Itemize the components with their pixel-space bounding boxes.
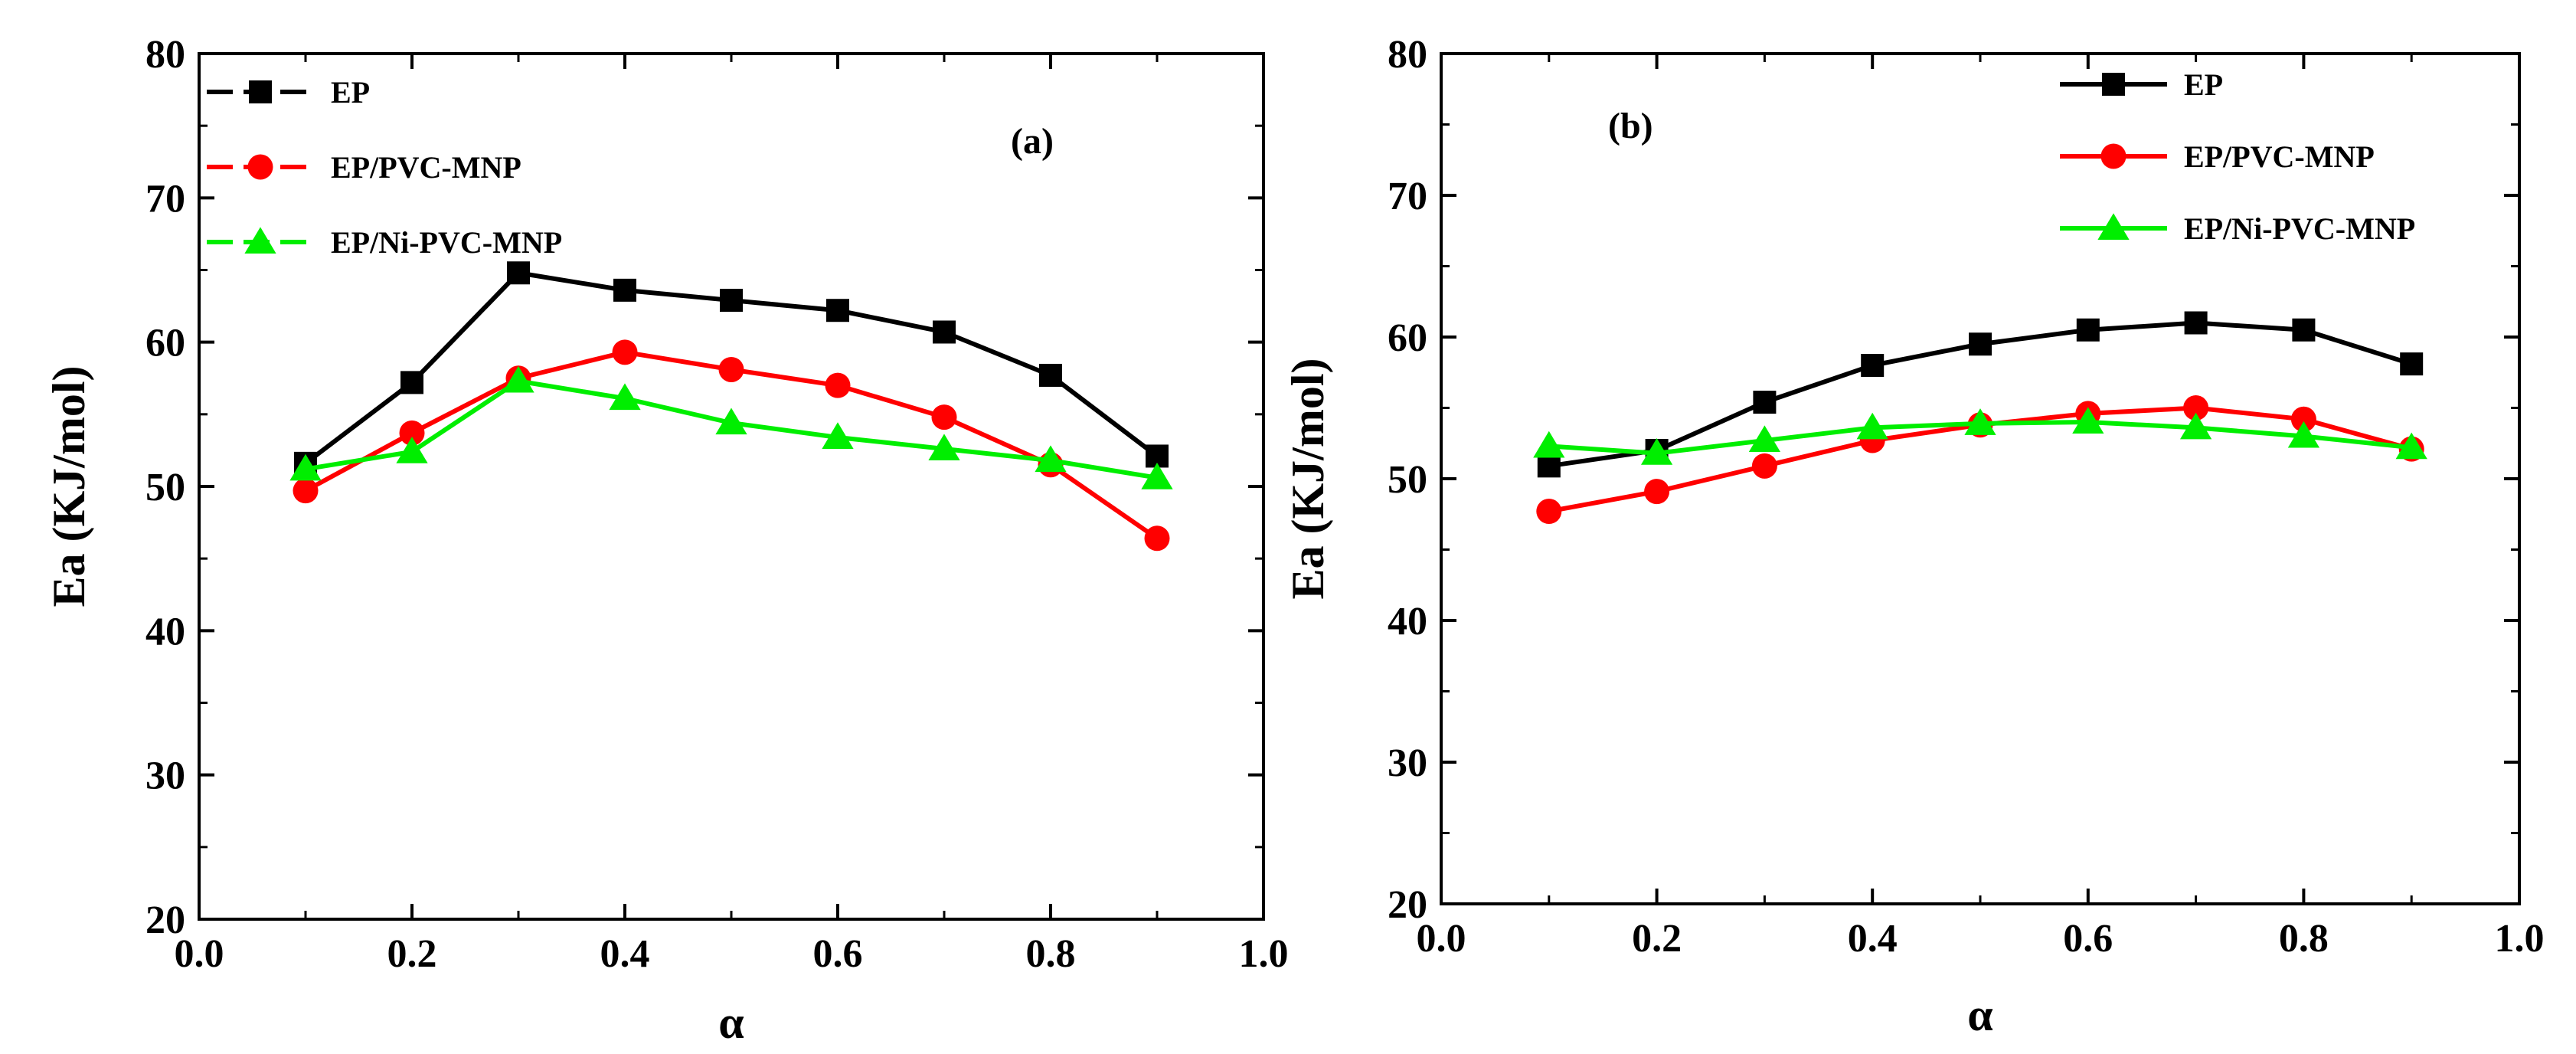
data-point	[1144, 525, 1170, 552]
data-point	[2290, 406, 2316, 432]
x-tick-label: 0.8	[2279, 917, 2329, 961]
data-point	[715, 408, 747, 435]
data-point	[1856, 412, 1888, 440]
y-tick-label: 70	[145, 177, 185, 221]
x-axis-title: α	[718, 997, 744, 1048]
data-point	[1640, 438, 1673, 465]
data-point	[1861, 354, 1885, 377]
data-point	[1753, 391, 1777, 414]
data-point	[613, 278, 636, 302]
y-tick-label: 50	[1388, 458, 1427, 502]
data-point	[1039, 363, 1062, 387]
data-point	[928, 434, 960, 461]
panel-label: (a)	[1011, 121, 1054, 162]
data-point	[612, 339, 638, 365]
y-tick-label: 20	[145, 899, 185, 942]
data-point	[718, 356, 744, 382]
chart-panel-1: 0.0 0.2 0.4 0.6 0.8 1.0 20 30 40 50 60 70 80 α Ea (KJ/…	[44, 33, 1289, 1048]
x-tick-label: 0.8	[1026, 932, 1076, 976]
data-point	[293, 478, 319, 504]
y-tick-label: 40	[145, 610, 185, 653]
data-point	[1969, 332, 1992, 356]
data-point	[1748, 425, 1781, 453]
data-point	[289, 453, 322, 481]
x-tick-label: 0.2	[1632, 917, 1682, 961]
x-tick-label: 0.4	[1848, 917, 1898, 961]
series-ep	[1537, 311, 2424, 478]
panel-label: (b)	[1608, 106, 1653, 146]
data-point	[1536, 499, 1562, 525]
legend: EP EP/PVC-MNP EP/Ni-PVC-MNP	[207, 75, 562, 260]
x-tick-label: 0.2	[387, 932, 437, 976]
y-tick-label: 30	[145, 754, 185, 798]
x-axis-title: α	[1967, 990, 1993, 1040]
series-ep-ni-pvc-mnp	[1533, 407, 2427, 465]
legend-label: EP	[2184, 67, 2223, 102]
legend-marker	[244, 227, 276, 254]
data-point	[822, 422, 854, 449]
y-tick-label: 40	[1388, 600, 1427, 643]
x-tick-label: 0.4	[600, 932, 650, 976]
data-point	[1751, 453, 1777, 479]
data-point	[1533, 430, 1565, 458]
legend: EP EP/PVC-MNP EP/Ni-PVC-MNP	[2060, 67, 2415, 246]
y-tick-label: 60	[145, 322, 185, 365]
data-point	[1035, 445, 1067, 473]
legend-label: EP	[331, 75, 370, 110]
x-tick-label: 0.0	[1417, 917, 1466, 961]
legend-label: EP/Ni-PVC-MNP	[2184, 211, 2415, 246]
data-point	[1644, 479, 1670, 505]
data-point	[933, 320, 956, 344]
data-point	[609, 383, 641, 411]
data-point	[826, 299, 849, 322]
data-point	[400, 371, 423, 394]
legend-marker	[2102, 73, 2125, 96]
legend-marker	[2097, 213, 2130, 240]
series-ep-ni-pvc-mnp	[289, 365, 1173, 489]
plot-frame	[1440, 52, 2521, 905]
y-axis-title: Ea (KJ/mol)	[1283, 358, 1333, 600]
y-axis-title: Ea (KJ/mol)	[44, 366, 94, 607]
y-tick-label: 20	[1388, 883, 1427, 927]
legend-marker	[247, 154, 273, 180]
data-point	[1964, 408, 1996, 435]
data-point	[2184, 311, 2208, 335]
y-tick-label: 80	[1388, 33, 1427, 77]
data-point	[825, 372, 851, 398]
x-tick-label: 0.0	[175, 932, 224, 976]
data-point	[1141, 463, 1173, 489]
chart-panel-2: 0.0 0.2 0.4 0.6 0.8 1.0 20 30 40 50 60 70 80 α Ea (KJ/…	[1283, 33, 2545, 1040]
data-point	[502, 365, 534, 393]
series-ep	[294, 261, 1169, 475]
y-tick-label: 50	[145, 466, 185, 509]
data-point	[396, 437, 428, 463]
data-point	[931, 404, 957, 430]
x-tick-label: 0.6	[813, 932, 863, 976]
legend-label: EP/PVC-MNP	[2184, 139, 2375, 174]
y-tick-label: 80	[145, 33, 185, 77]
y-tick-label: 70	[1388, 175, 1427, 218]
data-point	[2072, 407, 2104, 434]
data-point	[2076, 318, 2100, 342]
data-point	[399, 420, 425, 446]
data-point	[2183, 395, 2209, 421]
x-tick-label: 1.0	[1239, 932, 1289, 976]
data-point	[2292, 318, 2316, 342]
x-tick-label: 0.6	[2063, 917, 2113, 961]
data-point	[2395, 432, 2427, 460]
data-point	[507, 261, 530, 285]
legend-label: EP/PVC-MNP	[331, 150, 521, 185]
data-point	[2400, 352, 2424, 376]
data-point	[1537, 454, 1561, 478]
y-tick-label: 30	[1388, 741, 1427, 785]
data-point	[2287, 421, 2320, 448]
legend-marker	[249, 80, 272, 103]
y-tick-label: 60	[1388, 316, 1427, 360]
data-point	[2179, 412, 2212, 440]
x-tick-label: 1.0	[2495, 917, 2545, 961]
data-point	[720, 289, 743, 313]
legend-marker	[2100, 143, 2127, 169]
legend-label: EP/Ni-PVC-MNP	[331, 225, 562, 260]
